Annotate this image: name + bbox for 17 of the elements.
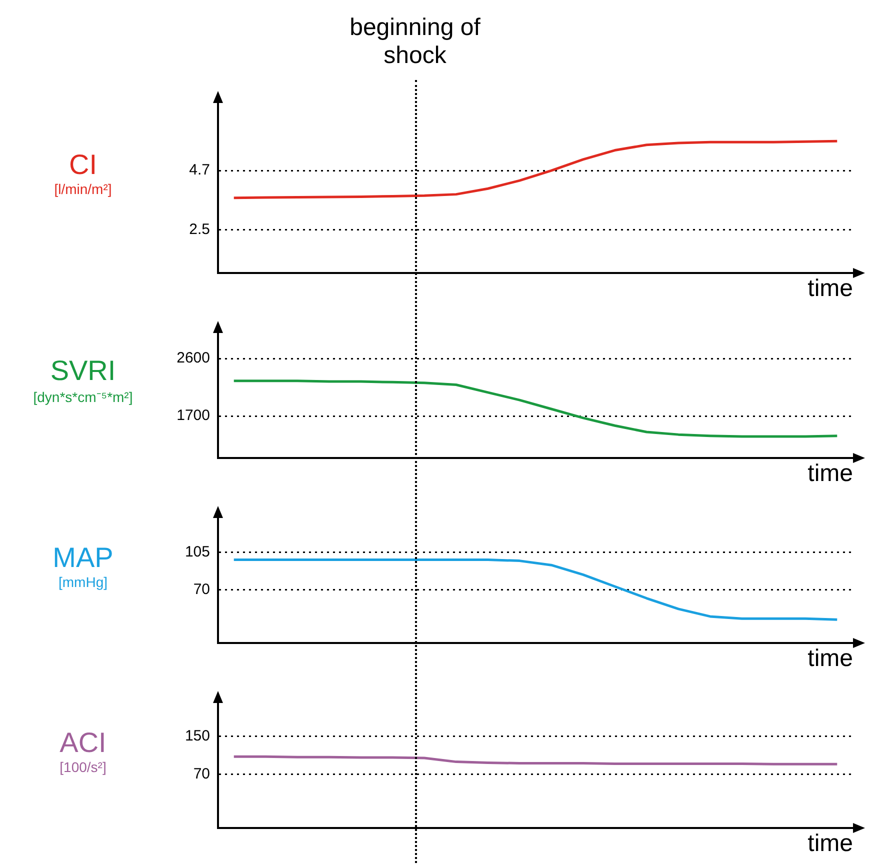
y-tick-label: 70 [193, 765, 210, 782]
x-axis-title: time [808, 645, 853, 672]
y-axis-title: CI [l/min/m²] [54, 149, 112, 197]
y-tick-label: 4.7 [189, 162, 210, 179]
text: beginning of shock [348, 14, 482, 70]
y-tick-label: 150 [184, 727, 210, 744]
y-tick-label: 105 [184, 543, 210, 560]
x-axis-title: time [808, 275, 853, 302]
y-tick-label: 1700 [176, 407, 210, 424]
x-axis-title: time [808, 830, 853, 858]
y-axis-title: MAP [mmHg] [52, 542, 114, 590]
y-tick-label: 2.5 [189, 221, 210, 238]
x-axis-title: time [808, 460, 853, 488]
y-tick-label: 70 [193, 580, 210, 598]
y-axis-title: SVRI [dyn*s*cm⁻⁵*m²] [33, 355, 133, 406]
y-axis-title: ACI [100/s²] [60, 726, 106, 774]
y-tick-label: 2600 [176, 350, 210, 367]
